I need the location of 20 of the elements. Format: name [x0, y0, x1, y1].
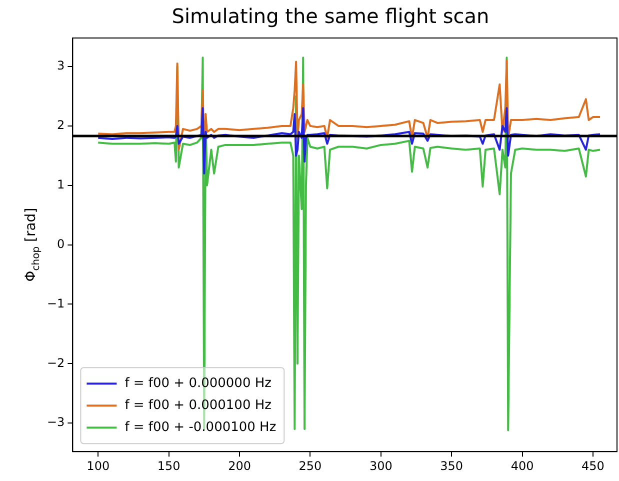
x-tick-label: 450	[582, 458, 604, 473]
x-tick-label: 300	[369, 458, 392, 473]
x-tick-label: 250	[298, 458, 322, 473]
y-tick-label: −1	[46, 296, 65, 310]
x-tick-label: 100	[86, 458, 110, 473]
x-tick-label: 350	[440, 458, 464, 473]
legend-label: f = f00 + -0.000100 Hz	[124, 420, 276, 435]
x-tick-label: 200	[228, 458, 251, 473]
y-tick-label: −3	[46, 415, 65, 430]
chart-title: Simulating the same flight scan	[172, 4, 490, 28]
legend-label: f = f00 + 0.000100 Hz	[124, 398, 272, 413]
x-tick-label: 400	[510, 458, 534, 473]
legend-label: f = f00 + 0.000000 Hz	[124, 376, 272, 391]
y-tick-label: 3	[57, 58, 65, 73]
x-tick-label: 150	[157, 458, 180, 473]
y-tick-label: 1	[57, 178, 65, 192]
y-tick-label: 2	[57, 118, 65, 132]
y-tick-label: −2	[46, 356, 65, 370]
y-axis-title: Φchop [rad]	[23, 208, 42, 282]
y-tick-label: 0	[57, 236, 65, 251]
